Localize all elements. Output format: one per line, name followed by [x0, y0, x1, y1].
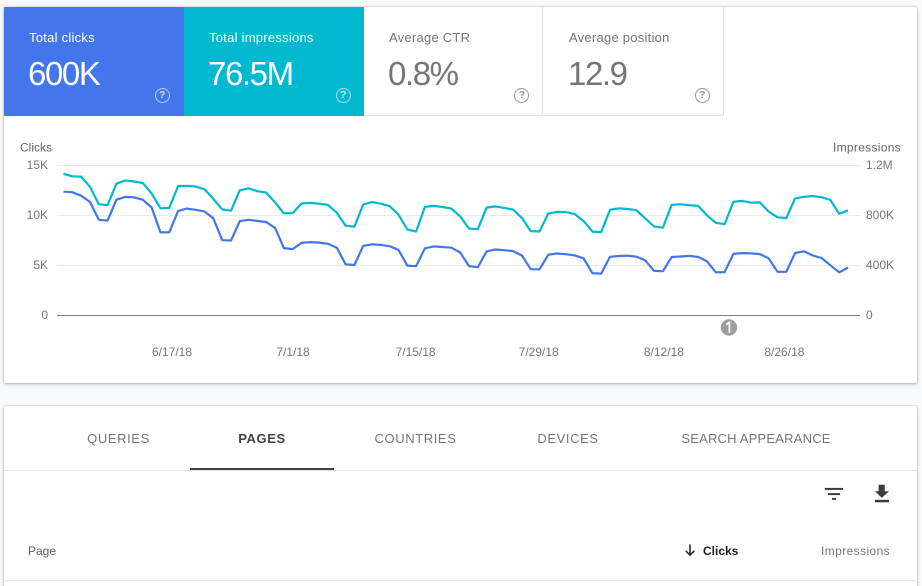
svg-text:800K: 800K: [866, 208, 894, 222]
svg-text:10K: 10K: [27, 208, 48, 222]
svg-text:7/15/18: 7/15/18: [396, 345, 436, 359]
svg-text:15K: 15K: [27, 158, 48, 172]
svg-text:0: 0: [866, 308, 873, 322]
svg-text:Impressions: Impressions: [833, 141, 901, 155]
svg-text:5K: 5K: [33, 258, 48, 272]
svg-text:Clicks: Clicks: [20, 141, 52, 155]
svg-text:6/17/18: 6/17/18: [152, 345, 192, 359]
svg-text:7/1/18: 7/1/18: [276, 345, 310, 359]
svg-text:0: 0: [41, 308, 48, 322]
svg-text:8/26/18: 8/26/18: [764, 345, 804, 359]
svg-text:8/12/18: 8/12/18: [644, 345, 684, 359]
svg-text:1.2M: 1.2M: [866, 158, 893, 172]
svg-text:7/29/18: 7/29/18: [519, 345, 559, 359]
svg-text:400K: 400K: [866, 258, 894, 272]
